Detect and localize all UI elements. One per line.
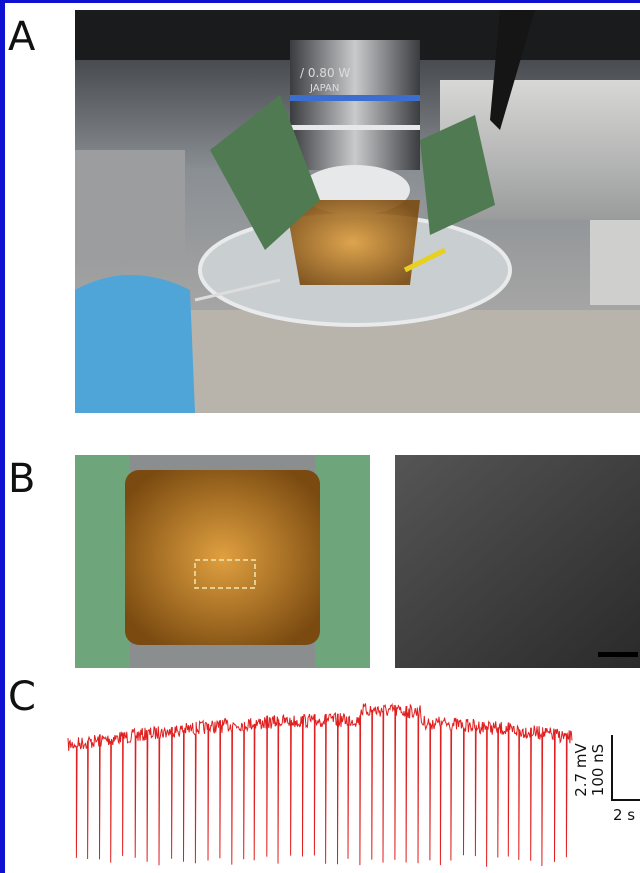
photo-b-right [395,455,640,668]
panel-label: C [8,674,36,720]
trace [68,703,572,866]
objective-text: JAPAN [309,83,339,94]
photo-b-left [75,455,370,668]
objective-text: / 0.80 W [300,66,350,80]
panel-label: B [8,456,35,502]
frame-left [0,0,5,873]
figure: / 0.80 W JAPAN A B C 100 nS 2.7 mV 2 s [0,0,640,873]
scale-bar-label: 100 nS [589,744,607,796]
scale-bar-label: 2.7 mV [572,743,590,797]
photo-a: / 0.80 W JAPAN [75,10,640,413]
scale-bar-label: 2 s [613,806,635,824]
panel-label: A [8,14,36,60]
